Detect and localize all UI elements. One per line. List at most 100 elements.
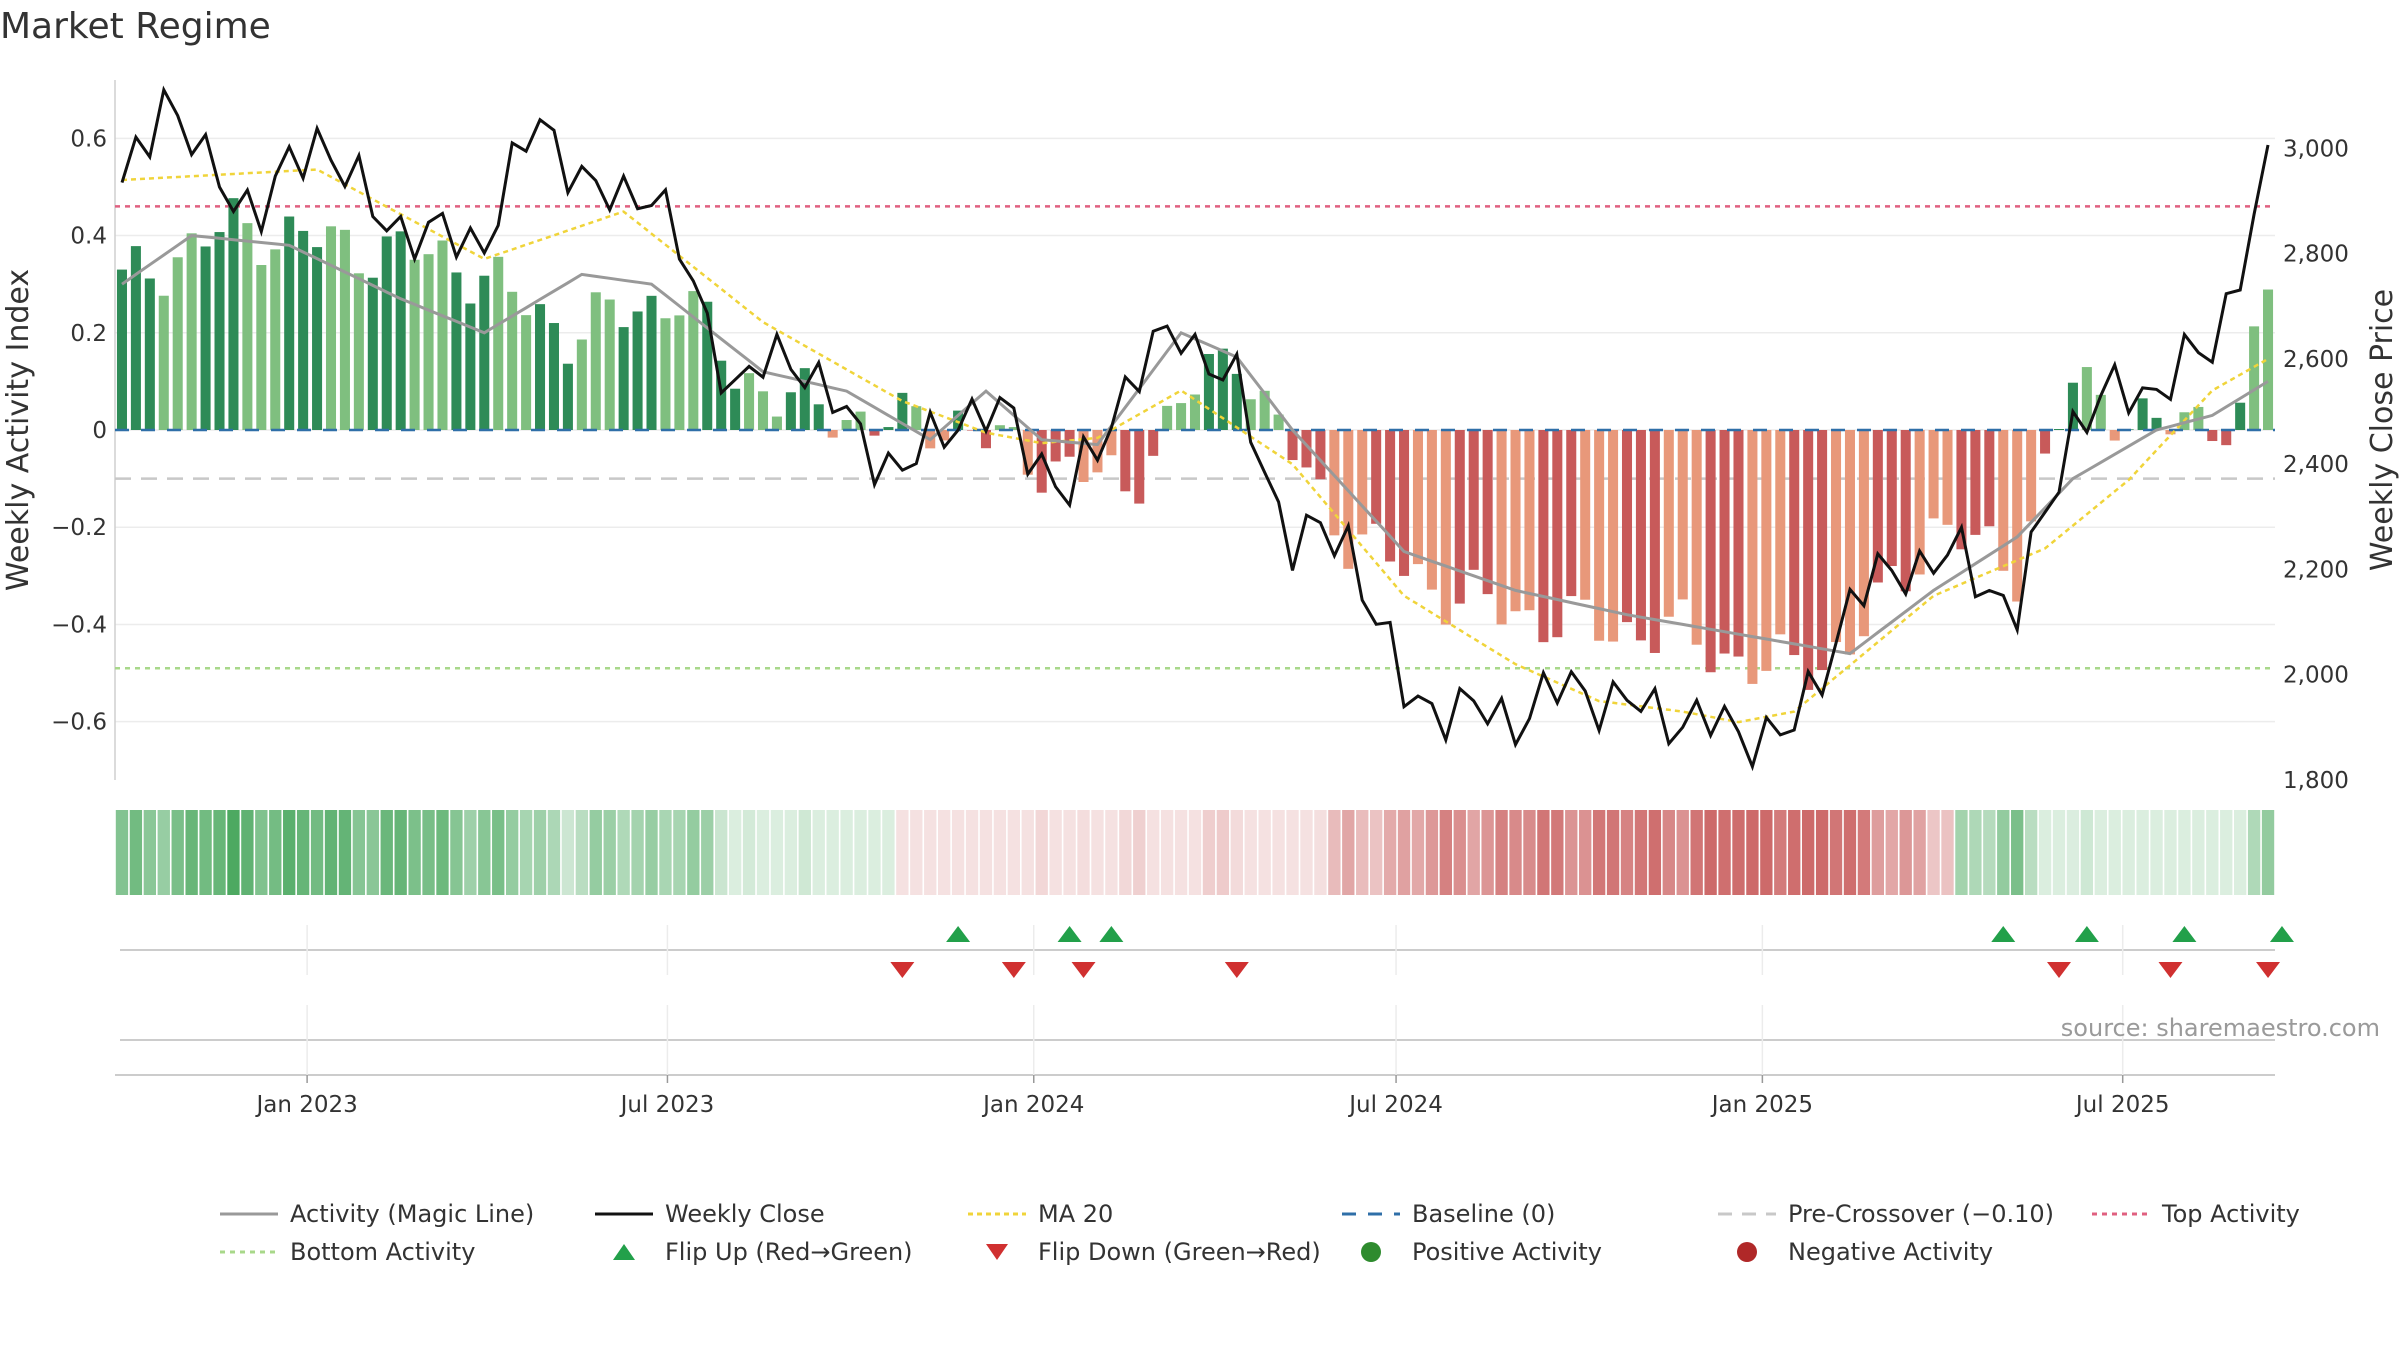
regime-strip-cell [1300, 810, 1313, 895]
activity-bar [409, 259, 420, 430]
flip-down-marker [1001, 962, 1026, 978]
activity-bar [1385, 430, 1396, 562]
regime-strip-cell [1592, 810, 1606, 895]
regime-strip-cell [1871, 810, 1885, 895]
activity-bar [562, 363, 573, 430]
regime-strip-cell [1049, 810, 1062, 895]
activity-bar [785, 392, 796, 430]
activity-bar [479, 275, 490, 430]
regime-strip-cell [1383, 810, 1397, 895]
regime-strip-cell [1634, 810, 1648, 895]
regime-strip-cell [2206, 810, 2219, 895]
regime-strip-cell [798, 810, 811, 895]
flip-up-marker [1991, 926, 2016, 942]
activity-bar [1440, 430, 1451, 625]
activity-bar [771, 416, 782, 430]
right-tick-label: 2,000 [2283, 663, 2349, 689]
activity-bar [1914, 430, 1925, 575]
activity-bar [1092, 430, 1103, 473]
left-tick-label: −0.4 [51, 612, 107, 638]
activity-bar [395, 231, 406, 430]
legend-swatch-ma20 [968, 1212, 1026, 1216]
activity-bar [702, 301, 713, 430]
activity-bar [994, 425, 1005, 430]
regime-strip-cell [255, 810, 268, 895]
activity-bar [325, 226, 337, 430]
activity-bar [1831, 430, 1842, 643]
activity-bar [2109, 430, 2120, 441]
regime-strip-cell [882, 810, 895, 895]
activity-bar [1747, 430, 1758, 684]
activity-bar [270, 249, 281, 430]
activity-bar [1635, 430, 1646, 641]
regime-strip-cell [575, 810, 589, 895]
activity-bar [465, 303, 476, 430]
regime-strip-cell [659, 810, 672, 895]
activity-bar [827, 430, 838, 438]
activity-bar [1399, 430, 1410, 576]
activity-bar [1050, 430, 1061, 462]
legend-item-ma20: MA 20 [968, 1200, 1113, 1228]
x-tick-label: Jan 2023 [254, 1092, 357, 1118]
activity-bar [590, 292, 601, 430]
regime-strip-cell [1788, 810, 1801, 895]
activity-bar [2165, 430, 2176, 435]
activity-bar [2249, 326, 2260, 430]
x-tick-label: Jan 2024 [981, 1092, 1084, 1118]
regime-strip-cell [1481, 810, 1494, 895]
regime-strip-cell [1035, 810, 1048, 895]
activity-bar [535, 304, 546, 430]
activity-bar [1649, 430, 1660, 653]
regime-strip-cell [1551, 810, 1564, 895]
activity-bar [1886, 430, 1897, 567]
ma20-line [121, 168, 2269, 724]
regime-strip-cell [1676, 810, 1689, 895]
activity-bar [1691, 430, 1702, 645]
activity-bar [1315, 430, 1326, 480]
activity-bar [2151, 417, 2162, 430]
legend-item-baseline: Baseline (0) [1342, 1200, 1555, 1228]
regime-strip-cell [1732, 810, 1745, 895]
regime-strip-cell [701, 810, 714, 895]
regime-strip-cell [2247, 810, 2261, 895]
regime-strip-cell [1523, 810, 1536, 895]
regime-strip-cell [1119, 810, 1132, 895]
activity-bar [1621, 430, 1633, 623]
regime-strip-cell [603, 810, 616, 895]
activity-bar [1844, 430, 1855, 655]
legend-swatch-flipup [613, 1244, 635, 1260]
regime-strip-cell [1425, 810, 1439, 895]
regime-strip-cell [715, 810, 728, 895]
activity-bar [1970, 430, 1981, 535]
regime-strip-cell [2178, 810, 2191, 895]
regime-strip-cell [324, 810, 338, 895]
regime-strip-cell [1091, 810, 1104, 895]
left-tick-label: −0.2 [51, 515, 107, 541]
regime-strip-cell [868, 810, 881, 895]
y-left-label: Weekly Activity Index [1, 269, 36, 591]
activity-bar [1775, 430, 1786, 635]
activity-bar [660, 318, 671, 430]
activity-bar [1719, 430, 1730, 654]
legend-swatch-flipdown [986, 1244, 1008, 1260]
regime-strip-cell [171, 810, 184, 895]
legend-swatch-pos [1361, 1242, 1381, 1262]
activity-bar [1677, 430, 1688, 600]
regime-strip-cell [464, 810, 477, 895]
legend-swatch-top [2092, 1212, 2150, 1216]
right-tick-label: 2,600 [2283, 347, 2349, 373]
regime-strip-cell [1328, 810, 1341, 895]
right-tick-label: 3,000 [2283, 136, 2349, 162]
regime-strip-cell [1342, 810, 1355, 895]
regime-strip-cell [1579, 810, 1592, 895]
regime-strip-cell [283, 810, 296, 895]
regime-strip-cell [1829, 810, 1843, 895]
activity-bar [2067, 382, 2078, 430]
regime-strip-cell [2122, 810, 2135, 895]
regime-strip-cell [673, 810, 686, 895]
regime-strip-cell [547, 810, 561, 895]
activity-bar [339, 229, 350, 430]
activity-bar [1454, 430, 1465, 604]
activity-bar [757, 391, 769, 430]
